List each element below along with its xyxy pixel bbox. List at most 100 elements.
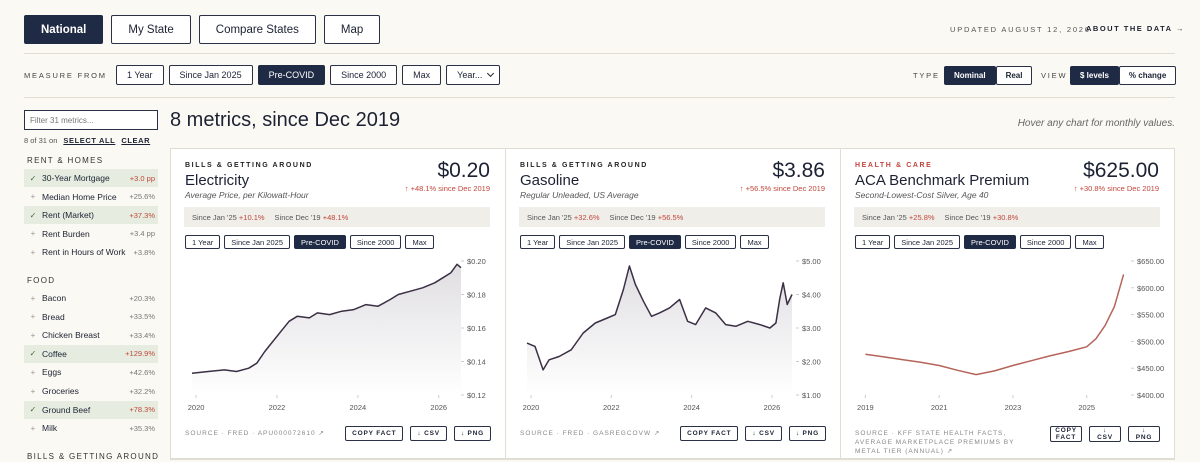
range-button[interactable]: Max	[402, 65, 442, 85]
plus-icon: +	[30, 247, 36, 257]
x-tick-label: 2026	[430, 403, 447, 412]
action-button[interactable]: ↓ PNG	[1128, 426, 1160, 442]
metric-card: BILLS & GETTING AROUND Electricity Average…	[170, 148, 506, 460]
year-select[interactable]: Year...	[446, 65, 501, 85]
card-range-button[interactable]: 1 Year	[185, 235, 221, 249]
area	[192, 264, 461, 395]
card-range-button[interactable]: Since 2000	[349, 235, 402, 249]
metric-change: +3.0 pp	[129, 173, 155, 183]
y-tick-label: $550.00	[1137, 311, 1164, 320]
card-range-button[interactable]: 1 Year	[520, 235, 556, 249]
line-chart: $400.00 $450.00 $500.00 $550.00 $600.00 $650.…	[857, 257, 1164, 412]
range-button[interactable]: Since 2000	[330, 65, 398, 85]
card-footer: SOURCE · FRED · APU000072610 ↗ COPY FACT ↓…	[185, 426, 491, 441]
stat-label: Since Jan '25	[527, 212, 572, 222]
metric-row[interactable]: + Chicken Breast +33.4%	[24, 326, 158, 344]
card-range-button[interactable]: Since Jan 2025	[894, 235, 960, 249]
tab-button[interactable]: National	[24, 15, 104, 44]
card-footer: SOURCE · FRED · GASREGCOVW ↗ COPY FACT ↓ C…	[520, 426, 826, 441]
tab-button[interactable]: My State	[111, 15, 191, 44]
action-button[interactable]: ↓ CSV	[410, 426, 447, 441]
card-range-button[interactable]: Pre-COVID	[629, 235, 681, 249]
card-title: Electricity	[185, 172, 250, 189]
select-all[interactable]: SELECT ALL	[63, 136, 116, 145]
metric-row[interactable]: + Rent Burden +3.4 pp	[24, 225, 158, 243]
view-button[interactable]: % change	[1118, 66, 1177, 85]
stat: Since Jan '25 +25.8%	[862, 213, 935, 222]
metric-name: Milk	[42, 423, 58, 434]
filter-input[interactable]: Filter 31 metrics...	[24, 110, 158, 130]
metric-row[interactable]: + Eggs +42.6%	[24, 363, 158, 381]
stat-value: +48.1%	[322, 212, 349, 222]
metric-row[interactable]: + Milk +35.3%	[24, 419, 158, 437]
card-range-button[interactable]: Max	[740, 235, 769, 249]
action-button[interactable]: COPY FACT	[1050, 426, 1082, 442]
card-range-button[interactable]: Pre-COVID	[294, 235, 346, 249]
card-source: SOURCE · FRED · APU000072610 ↗	[185, 430, 325, 437]
card-range-button[interactable]: Since Jan 2025	[224, 235, 290, 249]
series-line	[191, 263, 462, 374]
about-link[interactable]: ABOUT THE DATA →	[1086, 24, 1185, 33]
nav-tabs: National My State Compare States Map	[24, 15, 381, 44]
y-tick-label: $1.00	[802, 391, 821, 400]
metric-change: +33.5%	[129, 312, 155, 322]
main-heading: 8 metrics, since Dec 2019	[170, 109, 401, 131]
metric-row[interactable]: ✓ 30-Year Mortgage +3.0 pp	[24, 169, 158, 187]
type-button[interactable]: Real	[995, 66, 1033, 85]
x-tick-label: 2024	[350, 403, 367, 412]
card-range-button[interactable]: Max	[1075, 235, 1104, 249]
metric-row[interactable]: + Bacon +20.3%	[24, 289, 158, 307]
view-toggle: $ levels% change	[1070, 66, 1177, 85]
tab-button[interactable]: Map	[323, 15, 381, 44]
action-button[interactable]: ↓ CSV	[745, 426, 782, 441]
card-range-button[interactable]: Since 2000	[1019, 235, 1072, 249]
card-ranges: 1 Year Since Jan 2025 Pre-COVID Since 2000 M…	[855, 235, 1104, 249]
range-button[interactable]: 1 Year	[116, 65, 164, 85]
stat: Since Dec '19 +30.8%	[945, 213, 1019, 222]
action-button[interactable]: ↓ PNG	[453, 426, 491, 441]
metric-change: +37.3%	[129, 210, 155, 220]
plus-icon: +	[30, 423, 36, 433]
card-range-button[interactable]: Pre-COVID	[964, 235, 1016, 249]
metric-row[interactable]: ✓ Coffee +129.9%	[24, 344, 158, 363]
group-title: BILLS & GETTING AROUND	[27, 451, 160, 461]
card-range-button[interactable]: Max	[405, 235, 434, 249]
action-button[interactable]: COPY FACT	[345, 426, 404, 441]
action-button[interactable]: ↓ PNG	[788, 426, 826, 441]
card-range-button[interactable]: 1 Year	[855, 235, 891, 249]
metric-row[interactable]: ✓ Ground Beef +78.3%	[24, 400, 158, 419]
metric-row[interactable]: + Rent in Hours of Work +3.8%	[24, 243, 158, 261]
metric-name: Chicken Breast	[42, 330, 100, 341]
y-tick-label: $0.14	[467, 358, 486, 367]
x-tick-label: 2022	[269, 403, 286, 412]
card-title: ACA Benchmark Premium	[855, 172, 1030, 189]
tab-button[interactable]: Compare States	[198, 15, 316, 44]
metric-row[interactable]: ✓ Rent (Market) +37.3%	[24, 206, 158, 225]
action-button[interactable]: ↓ CSV	[1089, 426, 1121, 442]
plus-icon: +	[30, 367, 36, 377]
card-range-button[interactable]: Since 2000	[684, 235, 737, 249]
group-title: FOOD	[27, 276, 56, 285]
plus-icon: +	[30, 293, 36, 303]
metric-row[interactable]: + Groceries +32.2%	[24, 382, 158, 400]
metric-name: Ground Beef	[42, 404, 91, 415]
metric-change: +3.4 pp	[129, 229, 155, 239]
measure-label: MEASURE FROM	[24, 71, 107, 80]
series-line	[526, 265, 793, 371]
metric-name: Rent in Hours of Work	[42, 247, 126, 258]
x-tick-label: 2026	[764, 403, 781, 412]
range-button[interactable]: Since Jan 2025	[168, 65, 253, 85]
type-button[interactable]: Nominal	[944, 66, 996, 85]
card-range-button[interactable]: Since Jan 2025	[559, 235, 625, 249]
range-button[interactable]: Pre-COVID	[257, 65, 326, 85]
view-button[interactable]: $ levels	[1070, 66, 1119, 85]
card-subtitle: Average Price, per Kilowatt-Hour	[185, 190, 309, 200]
y-tick-label: $400.00	[1137, 391, 1164, 400]
metric-row[interactable]: + Bread +33.5%	[24, 308, 158, 326]
y-tick-label: $4.00	[802, 291, 821, 300]
metric-row[interactable]: + Median Home Price +25.6%	[24, 188, 158, 206]
x-tick-label: 2020	[523, 403, 540, 412]
range-buttons: 1 Year Since Jan 2025 Pre-COVID Since 2000 M…	[116, 65, 501, 85]
action-button[interactable]: COPY FACT	[680, 426, 739, 441]
clear[interactable]: CLEAR	[121, 136, 151, 145]
